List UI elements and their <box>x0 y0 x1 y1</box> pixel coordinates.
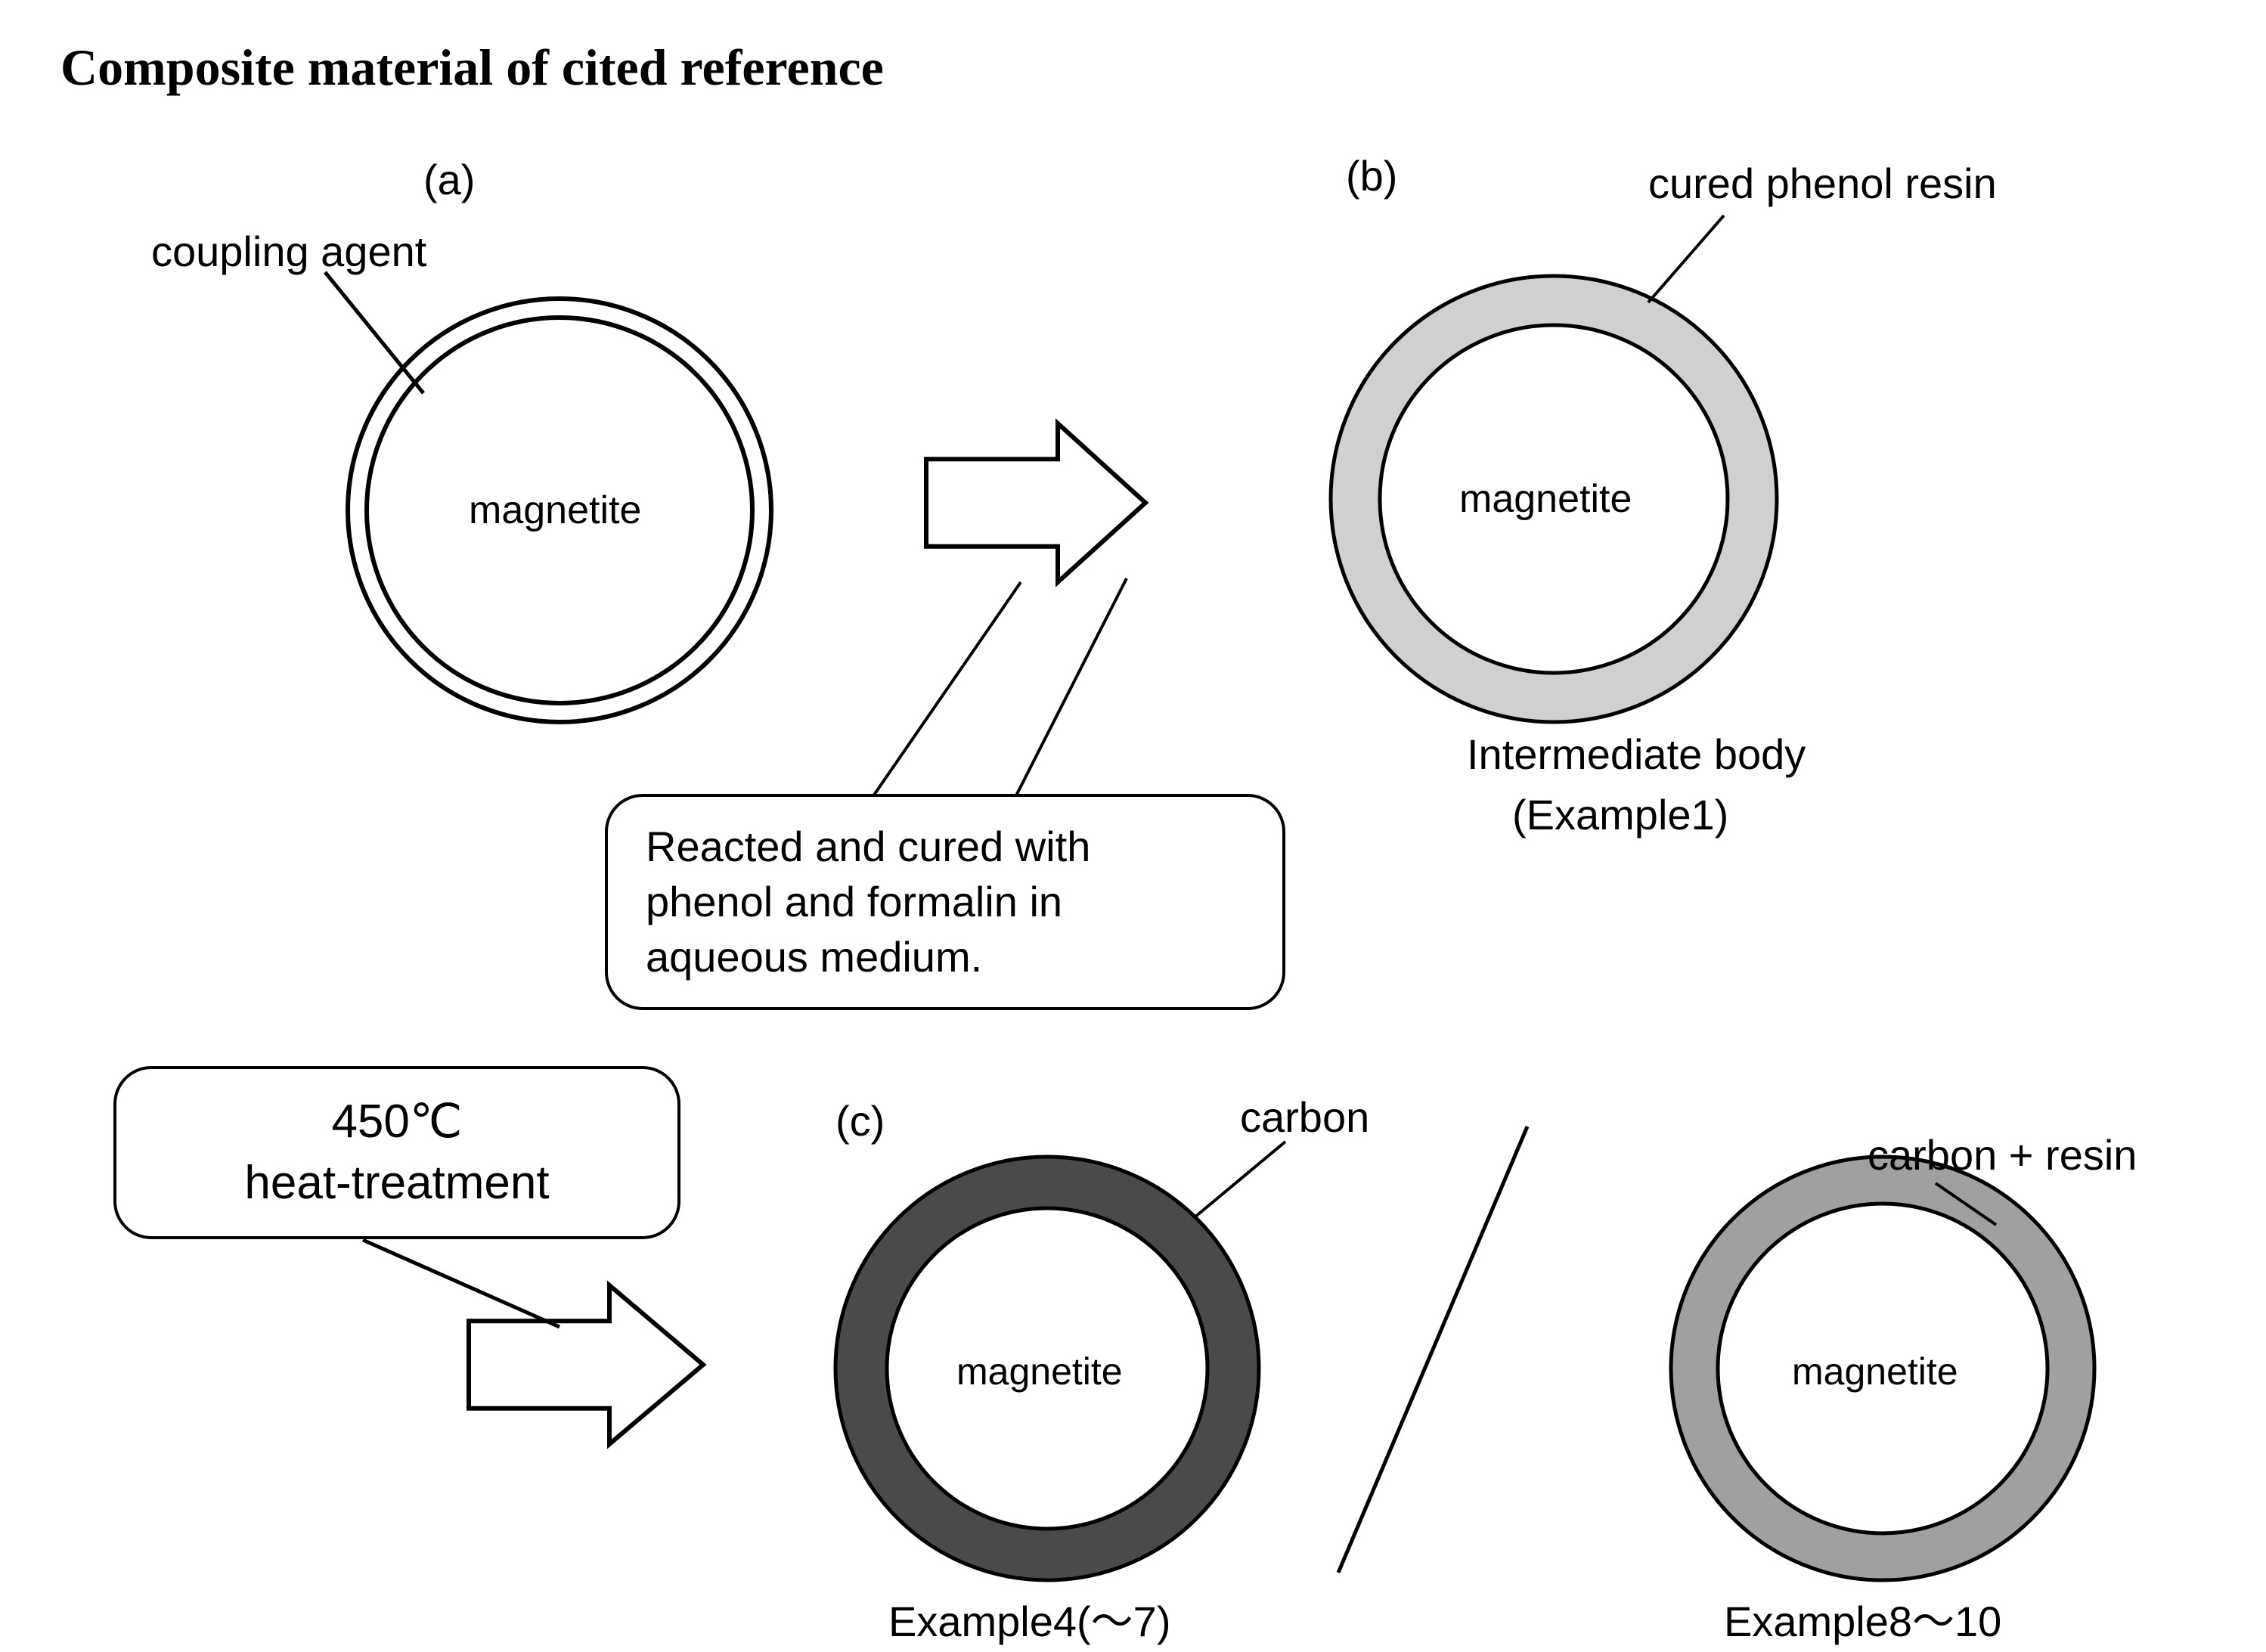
magnetite-d: magnetite <box>1792 1350 1958 1393</box>
callout-heat-line2: heat-treatment <box>154 1153 640 1214</box>
page-title: Composite material of cited reference <box>60 38 884 98</box>
magnetite-b: magnetite <box>1459 476 1632 522</box>
label-example1: (Example1) <box>1512 790 1728 839</box>
diagram-canvas: Composite material of cited reference (a… <box>0 0 2266 1652</box>
callout-reaction: Reacted and cured with phenol and formal… <box>605 794 1285 1010</box>
label-carbon-resin: carbon + resin <box>1868 1130 2137 1179</box>
pointer-coupling <box>325 272 423 393</box>
pointer-react-left <box>870 582 1021 801</box>
label-a: (a) <box>423 155 475 204</box>
label-cured-phenol: cured phenol resin <box>1648 159 1997 208</box>
pointer-phenol <box>1648 215 1724 302</box>
magnetite-c: magnetite <box>956 1350 1123 1393</box>
divider-line <box>1338 1127 1527 1573</box>
label-intermediate-body: Intermediate body <box>1467 730 1806 779</box>
pointer-heat <box>363 1240 560 1327</box>
callout-heat-line1: 450℃ <box>154 1092 640 1153</box>
arrow-2 <box>469 1285 703 1444</box>
callout-reaction-line1: Reacted and cured with <box>646 820 1245 875</box>
label-example4: Example4(～7) <box>888 1588 1170 1649</box>
callout-reaction-line2: phenol and formalin in <box>646 875 1245 930</box>
pointer-react-right <box>1013 578 1127 801</box>
label-coupling-agent: coupling agent <box>151 227 426 276</box>
pointer-carbon <box>1195 1142 1285 1217</box>
label-example8: Example8～10 <box>1724 1588 2001 1649</box>
label-c: (c) <box>835 1096 885 1145</box>
arrow-1 <box>926 423 1145 582</box>
callout-reaction-line3: aqueous medium. <box>646 930 1245 985</box>
callout-heat: 450℃ heat-treatment <box>113 1066 680 1239</box>
label-b: (b) <box>1346 151 1397 200</box>
label-carbon: carbon <box>1240 1093 1369 1142</box>
magnetite-a: magnetite <box>469 488 641 533</box>
